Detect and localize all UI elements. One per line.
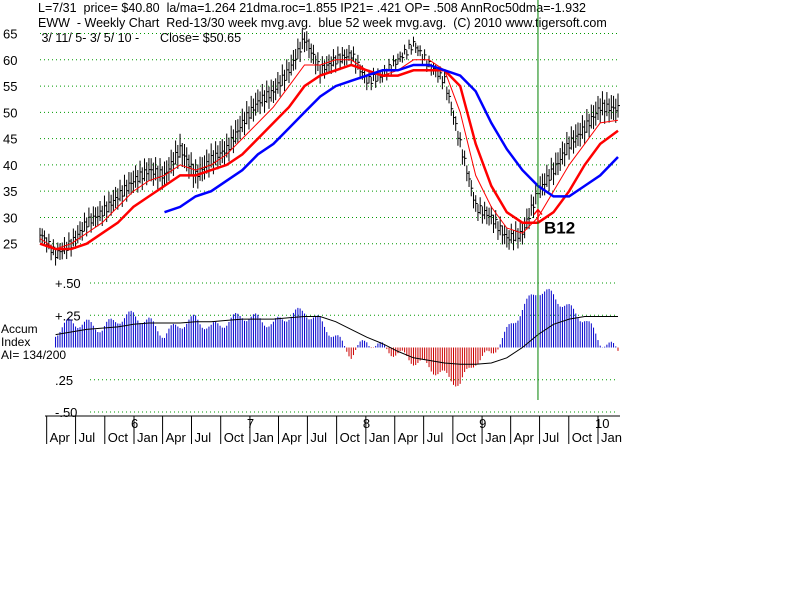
price-tick-label: 60 bbox=[3, 53, 17, 68]
x-month-label: Jan bbox=[137, 430, 158, 445]
gridlines bbox=[40, 33, 618, 413]
x-month-label: Oct bbox=[572, 430, 593, 445]
ma13-line bbox=[39, 59, 619, 250]
x-month-label: Oct bbox=[456, 430, 477, 445]
accum-label: Accum bbox=[1, 322, 38, 336]
ma30-line bbox=[39, 63, 619, 251]
index-label: Index bbox=[1, 335, 31, 349]
x-year-label: 10 bbox=[595, 416, 609, 431]
moving-averages bbox=[39, 59, 619, 251]
x-month-label: Jul bbox=[310, 430, 327, 445]
x-year-label: 8 bbox=[363, 416, 370, 431]
ai-value-label: AI= 134/200 bbox=[1, 348, 67, 362]
x-year-label: 9 bbox=[479, 416, 486, 431]
x-month-label: Jan bbox=[485, 430, 506, 445]
accum-tick-label: -.50 bbox=[55, 405, 77, 420]
x-month-label: Apr bbox=[514, 430, 535, 445]
x-month-label: Jul bbox=[427, 430, 444, 445]
x-month-label: Apr bbox=[166, 430, 187, 445]
price-tick-label: 65 bbox=[3, 27, 17, 42]
x-month-label: Jan bbox=[601, 430, 622, 445]
price-tick-label: 25 bbox=[3, 237, 17, 252]
x-month-label: Jul bbox=[79, 430, 96, 445]
x-month-label: Jul bbox=[543, 430, 560, 445]
x-year-label: 6 bbox=[131, 416, 138, 431]
x-month-label: Apr bbox=[398, 430, 419, 445]
price-tick-label: 55 bbox=[3, 79, 17, 94]
x-month-label: Apr bbox=[282, 430, 303, 445]
price-tick-label: 50 bbox=[3, 105, 17, 120]
price-tick-label: 40 bbox=[3, 158, 17, 173]
x-month-label: Jan bbox=[253, 430, 274, 445]
x-month-label: Apr bbox=[50, 430, 71, 445]
header-title-line: EWW - Weekly Chart Red-13/30 week mvg.av… bbox=[38, 16, 607, 30]
header-stats-line: L=7/31 price= $40.80 la/ma=1.264 21dma.r… bbox=[38, 1, 586, 15]
x-month-label: Oct bbox=[108, 430, 129, 445]
header-date-range-line: 3/ 11/ 5- 3/ 5/ 10 - Close= $50.65 bbox=[38, 31, 242, 45]
accum-bars bbox=[55, 288, 619, 387]
buy-signal: B12 bbox=[533, 0, 575, 400]
accum-tick-label: +.50 bbox=[55, 276, 81, 291]
x-year-label: 7 bbox=[247, 416, 254, 431]
y-axis-ticks: 65 60 55 50 45 40 35 30 25 +.50 +.25 .25 -.50 bbox=[3, 27, 81, 420]
accum-tick-label: +.25 bbox=[55, 308, 81, 323]
ma52-line bbox=[164, 63, 619, 214]
x-month-label: Oct bbox=[340, 430, 361, 445]
price-tick-label: 30 bbox=[3, 210, 17, 225]
signal-label: B12 bbox=[544, 219, 575, 238]
price-tick-label: 45 bbox=[3, 132, 17, 147]
x-month-label: Oct bbox=[224, 430, 245, 445]
price-tick-label: 35 bbox=[3, 184, 17, 199]
price-bars bbox=[39, 29, 620, 266]
signal-arrow-head bbox=[533, 208, 543, 216]
accum-average-line bbox=[55, 316, 618, 365]
accum-tick-label: .25 bbox=[55, 373, 73, 388]
x-month-label: Jul bbox=[194, 430, 211, 445]
x-month-label: Jan bbox=[369, 430, 390, 445]
